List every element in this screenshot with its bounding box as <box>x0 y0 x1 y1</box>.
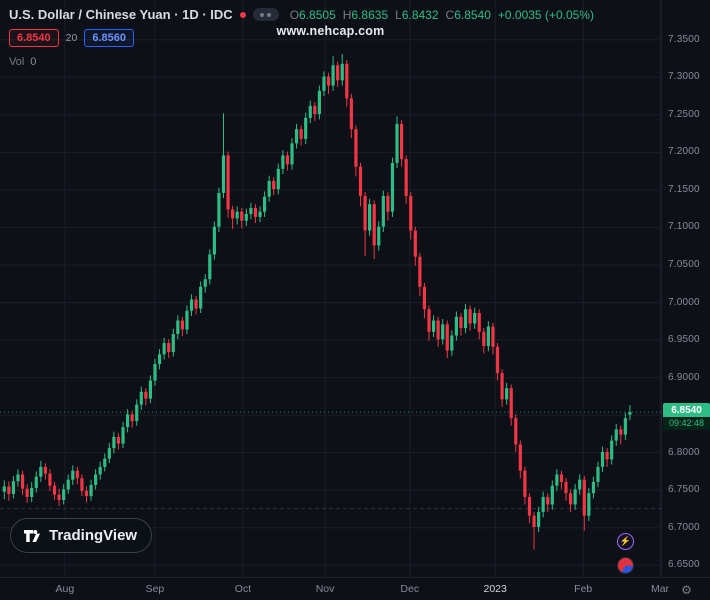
floating-buttons: ⚡ <box>617 533 634 574</box>
candlestick-chart[interactable] <box>0 0 662 578</box>
symbol-title[interactable]: U.S. Dollar / Chinese Yuan · 1D · IDC <box>9 7 233 22</box>
price-axis-label: 7.1500 <box>668 183 700 195</box>
chart-pane[interactable]: www.nehcap.com U.S. Dollar / Chinese Yua… <box>0 0 662 578</box>
price-axis-label: 6.8000 <box>668 446 700 458</box>
broker-icon[interactable] <box>617 557 634 574</box>
high-value: 6.8635 <box>351 7 389 22</box>
low-value: 6.8432 <box>401 7 439 22</box>
time-axis-label: Aug <box>55 583 75 595</box>
volume-legend: Vol 0 <box>9 56 594 68</box>
tradingview-logo[interactable]: TradingView <box>10 518 153 553</box>
price-axis-label: 7.3500 <box>668 33 700 45</box>
price-axis-label: 7.1000 <box>668 221 700 233</box>
time-axis-label: Sep <box>145 583 165 595</box>
volume-label: Vol <box>9 56 25 68</box>
open-value: 6.8505 <box>299 7 336 22</box>
watermark-text: www.nehcap.com <box>276 24 385 38</box>
sell-button[interactable]: 6.8540 <box>9 29 59 47</box>
time-axis[interactable]: Aug Sep Oct Nov Dec 2023 Feb Mar <box>0 579 669 600</box>
price-axis-label: 6.9500 <box>668 334 700 346</box>
price-axis-label: 6.7500 <box>668 484 700 496</box>
bar-countdown: 09:42:48 <box>663 417 710 431</box>
last-price-label: 6.8540 09:42:48 <box>663 403 710 431</box>
buy-button[interactable]: 6.8560 <box>84 29 134 47</box>
trade-panel: 6.8540 20 6.8560 <box>9 29 594 47</box>
spread-value: 20 <box>65 32 78 44</box>
price-axis-label: 7.2000 <box>668 146 700 158</box>
price-axis-label: 6.6500 <box>668 559 700 571</box>
price-axis[interactable]: 6.8540 09:42:48 7.3500 7.3000 7.2500 7.2000… <box>663 0 710 578</box>
symbol-flags-toggle[interactable] <box>252 8 279 21</box>
tradingview-logo-text: TradingView <box>49 527 138 544</box>
gear-icon[interactable]: ⚙ <box>681 582 692 597</box>
price-axis-label: 6.7000 <box>668 521 700 533</box>
price-axis-label: 6.9000 <box>668 371 700 383</box>
market-status-dot <box>239 11 246 18</box>
time-axis-label: Feb <box>574 583 593 595</box>
time-axis-label: Dec <box>400 583 420 595</box>
axis-corner[interactable]: ⚙ <box>663 579 710 600</box>
price-axis-label: 7.0000 <box>668 296 700 308</box>
lightning-icon[interactable]: ⚡ <box>617 533 634 550</box>
volume-value: 0 <box>30 56 37 68</box>
tradingview-logo-icon <box>24 529 40 542</box>
time-axis-label: Oct <box>234 583 252 595</box>
time-axis-label: Nov <box>315 583 335 595</box>
ohlc-readout: O6.8505 H6.8635 L6.8432 C6.8540 +0.0035 … <box>289 7 594 22</box>
last-price-value: 6.8540 <box>663 403 710 418</box>
time-axis-label: Mar <box>650 583 670 595</box>
price-axis-label: 7.0500 <box>668 258 700 270</box>
price-axis-label: 7.3000 <box>668 71 700 83</box>
change-value: +0.0035 (+0.05%) <box>497 7 594 22</box>
time-axis-label: 2023 <box>483 583 507 595</box>
price-axis-label: 7.2500 <box>668 108 700 120</box>
chart-legend: U.S. Dollar / Chinese Yuan · 1D · IDC O6… <box>9 7 594 68</box>
close-value: 6.8540 <box>454 7 491 22</box>
